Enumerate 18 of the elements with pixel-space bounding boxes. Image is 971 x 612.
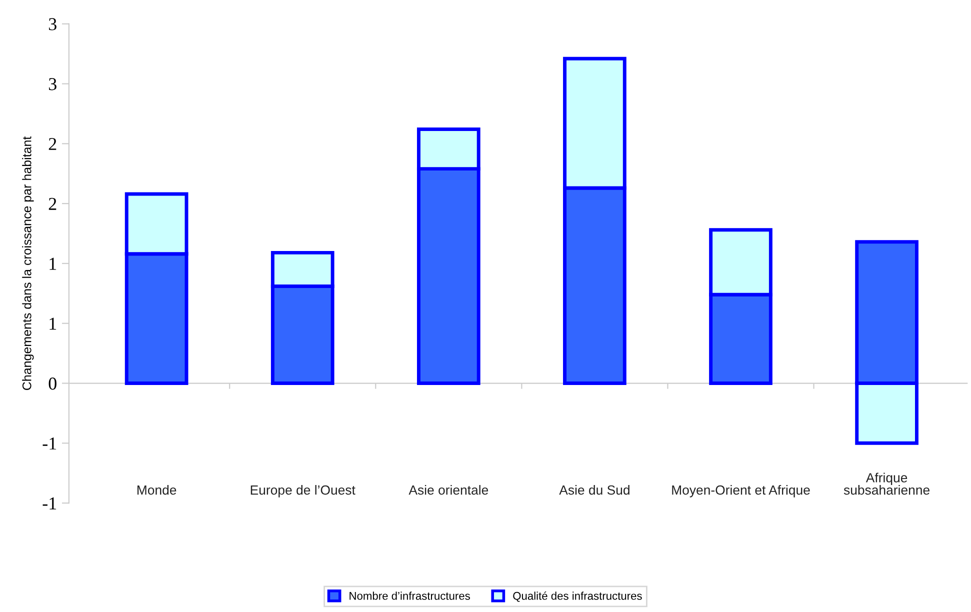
y-tick-label: -1 xyxy=(42,438,56,450)
x-tick-label: Europe de l’Ouest xyxy=(250,485,356,498)
y-tick-label: 3 xyxy=(48,78,56,90)
x-tick-label: Asie du Sud xyxy=(559,485,630,495)
legend-label: Nombre d’infrastructures xyxy=(350,592,470,600)
y-tick-label: 1 xyxy=(50,258,56,270)
x-tick-label: Monde xyxy=(137,485,176,495)
y-axis-title: Changements dans la croissance par habitant xyxy=(22,136,34,390)
y-tick-label: 0 xyxy=(48,378,56,390)
y-tick-label: 1 xyxy=(50,318,56,330)
x-tick-label: Moyen-Orient et Afrique xyxy=(672,485,810,498)
y-tick-label: 3 xyxy=(48,18,56,30)
legend-label: Qualité des infrastructures xyxy=(513,592,642,602)
y-tick-label: 2 xyxy=(48,198,56,210)
y-tick-label: -1 xyxy=(42,497,56,510)
x-tick-label: Afrique subsaharienne xyxy=(844,472,930,495)
y-tick-label: 2 xyxy=(48,138,56,150)
x-tick-label: Asie orientale xyxy=(408,485,488,495)
